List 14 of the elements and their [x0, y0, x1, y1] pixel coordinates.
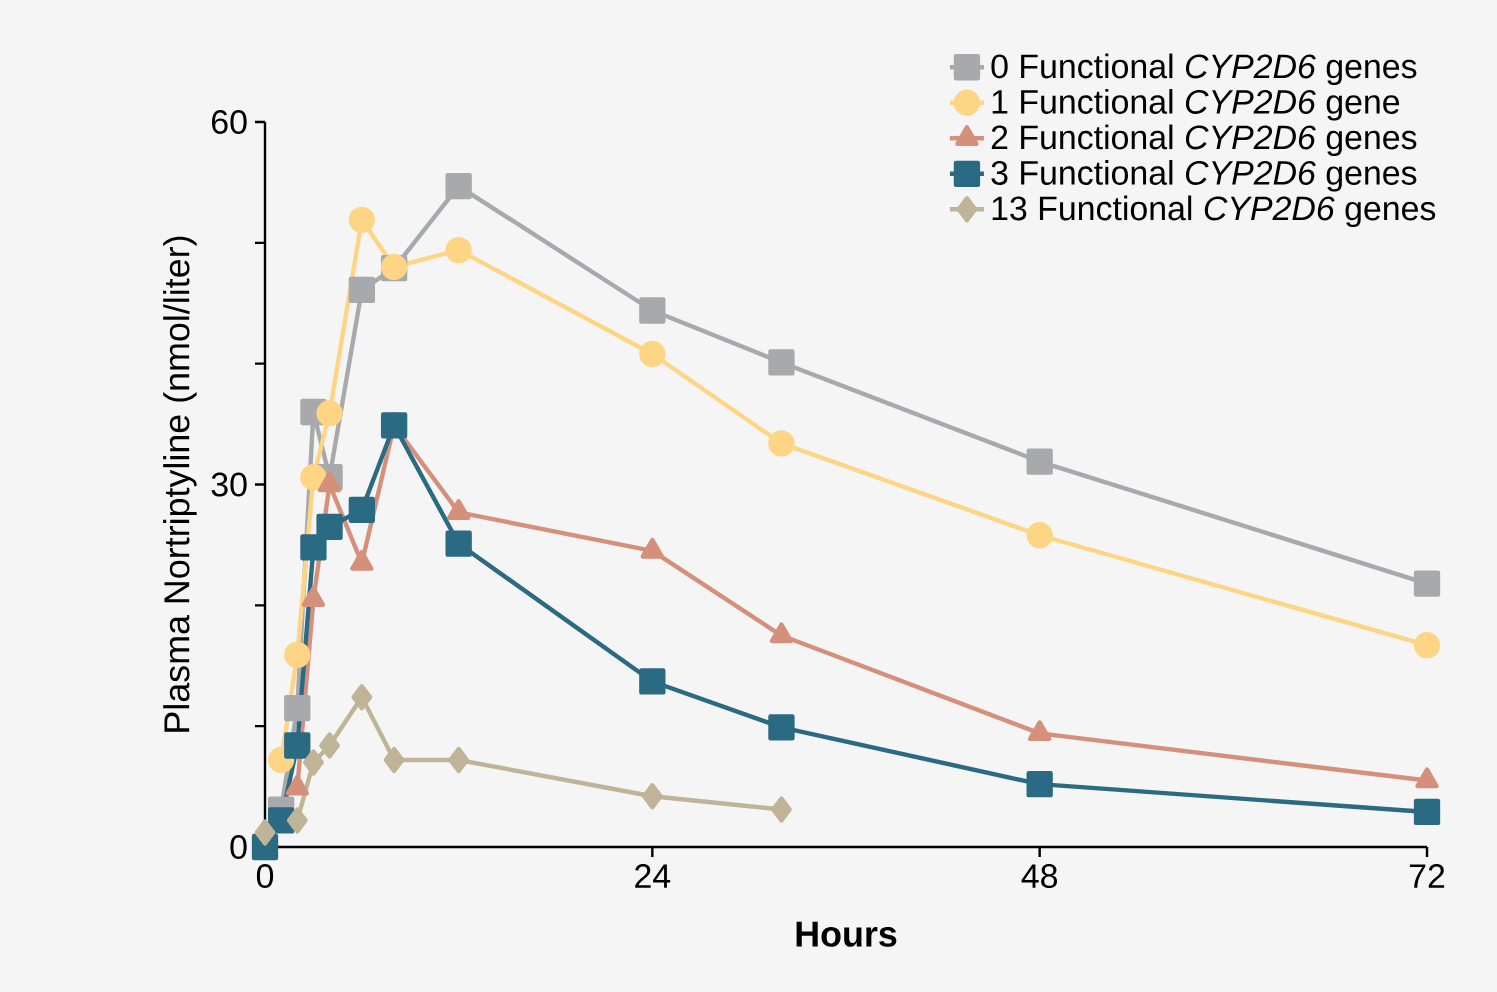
- y-axis-title: Plasma Nortriptyline (nmol/liter): [163, 236, 197, 732]
- x-tick-label: 48: [1021, 864, 1058, 889]
- x-tick-label: 72: [1409, 864, 1445, 888]
- legend-label: 1 Functional CYP2D6 gene: [992, 89, 1400, 121]
- y-tick-label: 0: [230, 835, 247, 859]
- legend-label: 3 Functional CYP2D6 genes: [991, 160, 1417, 192]
- legend-label: 0 Functional CYP2D6 genes: [991, 53, 1417, 86]
- legend-label: 13 Functional CYP2D6 genes: [992, 195, 1436, 228]
- legend-label: 2 Functional CYP2D6 genes: [991, 124, 1417, 157]
- x-axis-title: Hours: [796, 921, 897, 947]
- x-tick-label: 24: [635, 864, 671, 888]
- x-tick-label: 0: [256, 864, 274, 889]
- y-tick-label: 30: [211, 472, 247, 497]
- y-tick-label: 60: [212, 110, 247, 134]
